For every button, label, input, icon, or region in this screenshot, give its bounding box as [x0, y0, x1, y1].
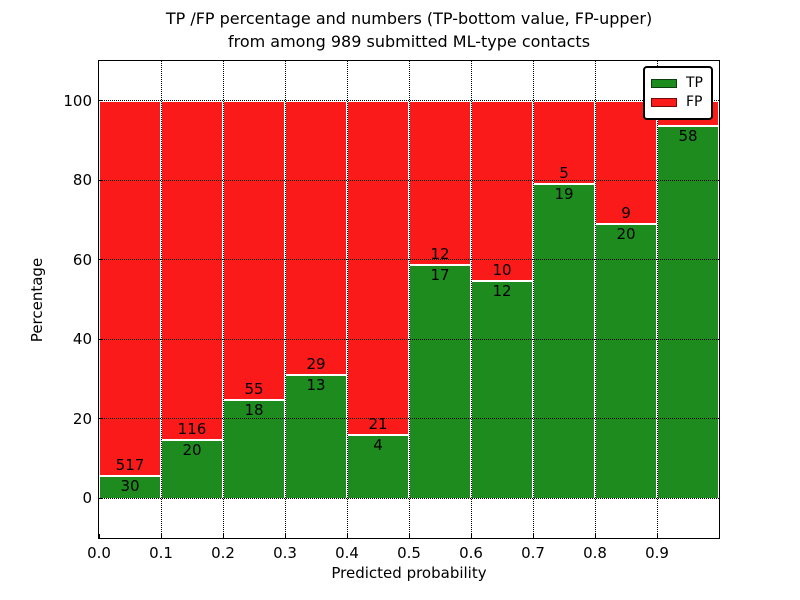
fp-count-label: 9 [621, 204, 631, 223]
y-tick-mark [99, 497, 103, 499]
y-tick-mark [99, 259, 103, 261]
chart-title: TP /FP percentage and numbers (TP-bottom… [98, 7, 720, 53]
fp-count-label: 517 [115, 456, 145, 475]
tp-count-label: 19 [554, 184, 574, 203]
x-tick-mark [470, 534, 472, 538]
vertical-gridline [160, 61, 162, 538]
x-tick-mark [284, 534, 286, 538]
x-tick-label: 0.6 [459, 544, 483, 562]
x-tick-mark [160, 534, 162, 538]
legend-entry: FP [651, 94, 703, 110]
bar-segment-tp [533, 183, 595, 499]
legend-label: FP [686, 94, 703, 110]
chart-title-line1: TP /FP percentage and numbers (TP-bottom… [165, 9, 653, 28]
bar-segment-fp [409, 100, 471, 266]
vertical-gridline [346, 61, 348, 538]
bar-segment-tp [285, 375, 347, 499]
horizontal-gridline [99, 497, 719, 499]
horizontal-gridline [99, 179, 719, 181]
horizontal-gridline [99, 338, 719, 340]
x-tick-mark [98, 534, 100, 538]
horizontal-gridline [99, 259, 719, 261]
y-tick-label: 0 [82, 489, 92, 508]
y-tick-label: 20 [72, 409, 92, 428]
x-tick-mark [222, 534, 224, 538]
y-tick-label: 60 [72, 250, 92, 269]
vertical-gridline [284, 61, 286, 538]
x-tick-label: 0.7 [521, 544, 545, 562]
chart-title-line2: from among 989 submitted ML-type contact… [227, 32, 591, 51]
legend-swatch-tp [651, 78, 677, 88]
vertical-gridline [532, 61, 534, 538]
x-tick-mark [346, 534, 348, 538]
tp-count-label: 20 [182, 440, 202, 459]
bar-segment-tp [223, 400, 285, 499]
plot-area: 51730116205518291321412171012519920458 T… [98, 60, 720, 539]
legend-label: TP [686, 75, 703, 91]
bar-segment-fp [595, 100, 657, 225]
legend-entry: TP [651, 75, 703, 91]
tick-mark-layer [98, 61, 720, 538]
fp-count-label: 29 [306, 355, 326, 374]
tp-count-label: 12 [492, 282, 512, 301]
fp-count-label: 5 [559, 163, 569, 182]
tp-count-label: 4 [373, 435, 383, 454]
x-tick-label: 0.4 [335, 544, 359, 562]
legend: TP FP [643, 66, 713, 120]
tp-count-label: 58 [678, 127, 698, 146]
vertical-gridline [408, 61, 410, 538]
vertical-gridline [594, 61, 596, 538]
fp-count-label: 10 [492, 261, 512, 280]
x-tick-label: 0.5 [397, 544, 421, 562]
x-tick-mark [408, 534, 410, 538]
bar-labels-layer: 51730116205518291321412171012519920458 [99, 61, 719, 538]
tp-count-label: 30 [120, 477, 140, 496]
grid-layer [99, 61, 719, 538]
bar-segment-fp [285, 100, 347, 376]
horizontal-gridline [99, 418, 719, 420]
x-tick-label: 0.2 [211, 544, 235, 562]
y-tick-mark [99, 100, 103, 102]
x-tick-mark [718, 534, 720, 538]
fp-count-label: 116 [177, 419, 207, 438]
vertical-gridline [222, 61, 224, 538]
horizontal-gridline [99, 100, 719, 102]
vertical-gridline [656, 61, 658, 538]
y-tick-label: 100 [63, 91, 92, 110]
fp-count-label: 55 [244, 380, 264, 399]
y-tick-mark [99, 418, 103, 420]
x-axis-label: Predicted probability [331, 564, 487, 582]
x-tick-mark [656, 534, 658, 538]
bar-segment-tp [657, 126, 719, 499]
x-tick-label: 0.0 [87, 544, 111, 562]
bar-segment-tp [161, 439, 223, 499]
fp-count-label: 21 [368, 414, 388, 433]
y-tick-mark [99, 338, 103, 340]
legend-swatch-fp [651, 97, 677, 107]
tp-count-label: 20 [616, 225, 636, 244]
x-tick-label: 0.9 [645, 544, 669, 562]
x-tick-label: 0.3 [273, 544, 297, 562]
x-tick-label: 0.1 [149, 544, 173, 562]
y-tick-mark [99, 179, 103, 181]
fp-count-label: 12 [430, 245, 450, 264]
x-tick-label: 0.8 [583, 544, 607, 562]
vertical-gridline [470, 61, 472, 538]
y-tick-label: 40 [72, 330, 92, 349]
bar-segment-fp [161, 100, 223, 440]
tp-count-label: 13 [306, 376, 326, 395]
x-tick-mark [594, 534, 596, 538]
y-tick-label: 80 [72, 171, 92, 190]
tp-count-label: 17 [430, 266, 450, 285]
bar-segment-tp [347, 434, 409, 499]
bar-segment-fp [347, 100, 409, 435]
bar-segment-tp [409, 265, 471, 499]
tp-count-label: 18 [244, 401, 264, 420]
x-tick-mark [532, 534, 534, 538]
